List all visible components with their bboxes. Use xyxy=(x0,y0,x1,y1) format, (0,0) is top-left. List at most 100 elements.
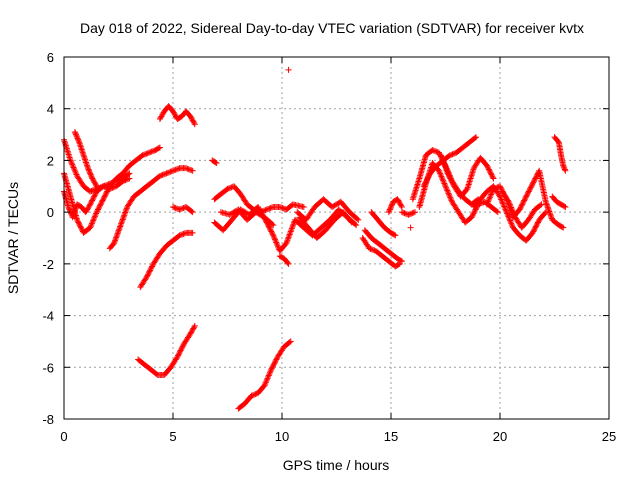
data-point xyxy=(526,187,533,194)
data-point xyxy=(406,211,413,218)
data-point xyxy=(74,134,81,141)
data-point xyxy=(286,231,293,238)
data-point xyxy=(509,207,516,214)
series-arc6 xyxy=(137,229,196,291)
data-point xyxy=(485,198,492,205)
data-point xyxy=(263,378,270,385)
data-point xyxy=(172,112,179,119)
data-point xyxy=(272,236,279,243)
data-point xyxy=(188,114,195,121)
data-point xyxy=(529,229,536,236)
series-arc9 xyxy=(170,203,196,216)
data-point xyxy=(125,176,132,183)
data-point xyxy=(518,202,525,209)
data-point xyxy=(87,200,94,207)
data-point xyxy=(111,238,118,245)
data-point xyxy=(251,391,258,398)
data-point xyxy=(543,201,550,208)
data-point xyxy=(123,205,130,212)
data-point xyxy=(224,185,231,192)
data-point xyxy=(542,198,549,205)
x-tick-label: 5 xyxy=(169,429,176,444)
data-point xyxy=(262,380,269,387)
data-point xyxy=(386,207,393,214)
data-point xyxy=(443,167,450,174)
data-point xyxy=(145,271,152,278)
data-point xyxy=(273,356,280,363)
data-point xyxy=(507,203,514,210)
data-point xyxy=(420,183,427,190)
data-point xyxy=(188,167,195,174)
data-point xyxy=(118,219,125,226)
data-point xyxy=(486,194,493,201)
data-point xyxy=(546,208,553,215)
data-point xyxy=(122,208,129,215)
series-arc32 xyxy=(551,134,569,174)
data-point xyxy=(437,172,444,179)
data-point xyxy=(504,197,511,204)
data-point xyxy=(398,202,405,209)
data-point xyxy=(499,199,506,206)
data-point xyxy=(485,197,492,204)
data-point xyxy=(189,117,196,124)
data-point xyxy=(85,203,92,210)
data-point xyxy=(368,246,375,253)
data-point xyxy=(143,150,150,157)
data-point xyxy=(497,193,503,200)
data-point xyxy=(410,209,417,216)
data-point xyxy=(102,184,109,191)
data-point xyxy=(533,172,540,179)
data-point xyxy=(483,162,490,169)
data-point xyxy=(530,179,537,186)
data-point xyxy=(523,192,530,199)
data-point xyxy=(99,197,106,204)
data-point xyxy=(91,214,98,221)
data-point xyxy=(497,184,504,191)
data-point xyxy=(429,147,436,154)
data-point xyxy=(159,171,166,178)
data-point xyxy=(447,175,454,182)
data-point xyxy=(146,268,153,275)
data-point xyxy=(90,176,97,183)
data-point xyxy=(100,183,107,190)
data-point xyxy=(147,267,154,274)
chart-title: Day 018 of 2022, Sidereal Day-to-day VTE… xyxy=(80,20,584,36)
data-point xyxy=(444,168,451,175)
data-point xyxy=(172,166,179,173)
data-point xyxy=(446,174,453,181)
data-point xyxy=(273,240,280,247)
data-point xyxy=(108,185,115,192)
data-point xyxy=(94,207,101,214)
data-point xyxy=(441,162,448,169)
data-point xyxy=(122,177,129,184)
data-point xyxy=(86,167,93,174)
data-point xyxy=(148,148,155,155)
data-point xyxy=(76,220,83,227)
data-point xyxy=(89,219,96,226)
data-point xyxy=(98,200,105,207)
data-point xyxy=(265,223,272,230)
data-point xyxy=(389,201,396,208)
data-point xyxy=(444,187,451,194)
data-point xyxy=(170,203,176,210)
data-point xyxy=(527,185,534,192)
data-point xyxy=(264,375,271,382)
data-point xyxy=(177,231,184,238)
data-point xyxy=(185,166,192,173)
data-point xyxy=(183,165,190,172)
data-point xyxy=(267,205,274,212)
data-point xyxy=(90,194,97,201)
data-point xyxy=(391,231,398,238)
data-point xyxy=(268,365,275,372)
x-tick-label: 15 xyxy=(384,429,398,444)
data-point xyxy=(95,205,102,212)
data-point xyxy=(88,172,95,179)
data-point xyxy=(88,198,95,205)
data-point xyxy=(445,171,452,178)
data-point xyxy=(187,166,194,173)
y-axis-label: SDTVAR / TECUs xyxy=(5,182,21,294)
data-point xyxy=(446,193,453,200)
data-point xyxy=(288,225,295,232)
data-point xyxy=(424,175,431,182)
data-point xyxy=(440,179,447,186)
